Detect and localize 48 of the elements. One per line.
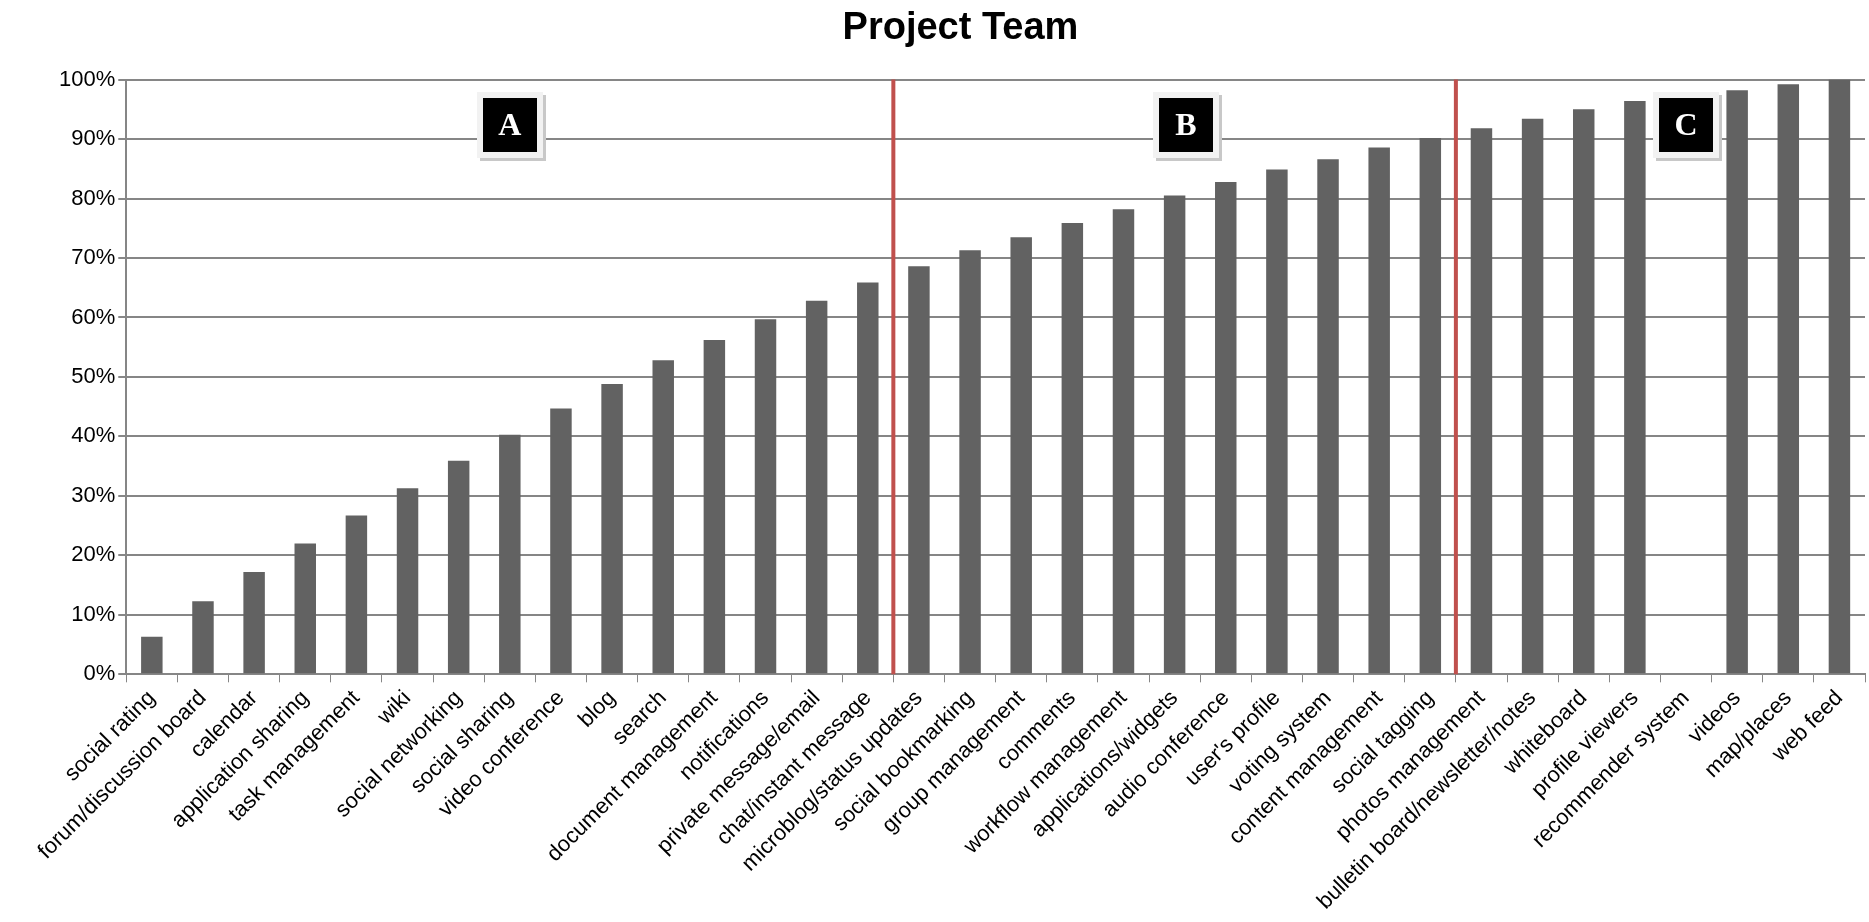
bar	[1521, 118, 1544, 674]
annotation: A	[482, 97, 537, 152]
bar	[345, 515, 368, 674]
y-tick-label: 30%	[71, 481, 116, 507]
bar	[601, 384, 623, 674]
y-tick-label: 80%	[71, 184, 116, 210]
y-tick-label: 50%	[71, 363, 116, 389]
bar	[192, 601, 214, 674]
bar	[857, 282, 879, 674]
bar	[1470, 128, 1493, 674]
y-tick-label: 20%	[71, 541, 116, 567]
annotation: C	[1659, 97, 1713, 152]
y-tick-label: 100%	[58, 65, 116, 91]
y-tick-label: 70%	[71, 244, 116, 270]
bar	[703, 340, 726, 674]
bar	[805, 300, 828, 674]
bar	[1010, 237, 1032, 674]
bar	[396, 488, 419, 674]
bar	[1573, 109, 1595, 674]
bar	[754, 319, 777, 674]
bar	[1419, 137, 1442, 674]
bar	[1112, 209, 1135, 674]
bar	[1266, 169, 1288, 674]
bar	[1061, 222, 1084, 674]
chart-title: Project Team	[842, 5, 1079, 48]
y-tick-label: 40%	[71, 422, 116, 448]
bar	[908, 266, 930, 674]
bar	[1624, 101, 1646, 674]
y-tick-label: 10%	[71, 600, 116, 626]
y-tick-label: 60%	[71, 303, 116, 329]
bar	[141, 636, 163, 674]
bar	[294, 543, 316, 674]
bar	[243, 572, 265, 674]
y-tick-label: 0%	[83, 660, 116, 686]
bar	[1215, 181, 1237, 674]
bar	[1317, 159, 1339, 674]
bar	[550, 408, 572, 674]
bar	[447, 460, 470, 674]
bar	[1726, 90, 1748, 674]
annotation: B	[1158, 97, 1213, 152]
y-tick-label: 90%	[71, 125, 116, 151]
bar	[959, 250, 981, 674]
bar	[1828, 79, 1851, 674]
bar	[1368, 147, 1390, 674]
bar	[1163, 195, 1186, 674]
bar	[652, 360, 674, 674]
bar	[499, 434, 521, 674]
bar	[1777, 84, 1800, 674]
